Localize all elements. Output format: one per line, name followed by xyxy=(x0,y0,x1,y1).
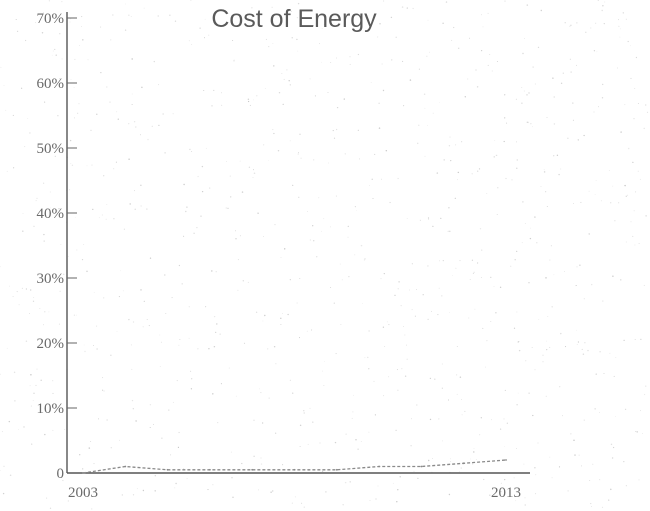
y-tick-label: 60% xyxy=(37,76,65,92)
x-axis-ticks: 2003 2013 xyxy=(68,485,521,501)
series-point xyxy=(378,465,380,468)
y-tick-label: 0 xyxy=(57,466,65,482)
series-point xyxy=(462,462,465,465)
y-axis-ticks: 0 10% 20% 30% 40% 50% 60% 70% xyxy=(37,11,77,482)
series-point xyxy=(209,468,211,471)
series-point xyxy=(335,468,338,471)
series-point xyxy=(505,459,507,461)
series-point xyxy=(293,468,296,471)
series-point xyxy=(124,465,127,468)
y-tick-label: 20% xyxy=(37,336,65,352)
series-line xyxy=(82,459,507,474)
y-tick-label: 50% xyxy=(37,141,65,157)
series-point xyxy=(420,465,423,468)
y-tick-label: 30% xyxy=(37,271,65,287)
chart-title: Cost of Energy xyxy=(211,5,377,33)
series-layer xyxy=(82,459,507,474)
series-point xyxy=(166,468,169,471)
series-point xyxy=(82,472,84,474)
series-point xyxy=(251,468,254,471)
y-tick-label: 70% xyxy=(37,11,65,27)
y-tick-label: 10% xyxy=(37,401,65,417)
x-tick-label: 2003 xyxy=(68,485,98,501)
x-tick-label: 2013 xyxy=(491,485,521,501)
y-tick-label: 40% xyxy=(37,206,65,222)
